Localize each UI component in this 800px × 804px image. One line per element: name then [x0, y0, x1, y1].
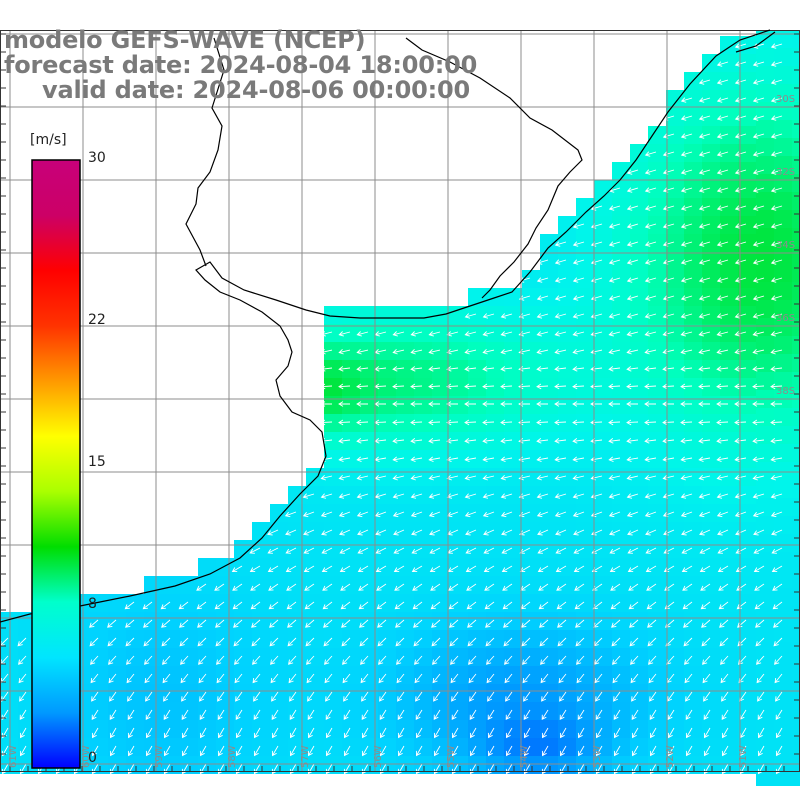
lon-label: 56W	[373, 745, 384, 768]
forecast-date: forecast date: 2024-08-04 18:00:00	[4, 51, 478, 79]
model-title: modelo GEFS-WAVE (NCEP)	[4, 26, 366, 54]
lat-label: 32S	[776, 167, 795, 178]
colorbar-tick-22: 22	[88, 312, 106, 329]
lat-label: 30S	[776, 94, 795, 105]
colorbar	[31, 159, 81, 769]
lon-label: 51W	[738, 745, 749, 768]
lon-label: 55W	[446, 745, 457, 768]
lon-label: 54W	[519, 745, 530, 768]
colorbar-tick-0: 0	[88, 750, 97, 766]
lon-label: 59W	[154, 745, 165, 768]
lon-label: 57W	[300, 745, 311, 768]
colorbar-tick-8: 8	[88, 595, 97, 612]
lon-label: 53W	[592, 745, 603, 768]
colorbar-tick-30: 30	[88, 150, 106, 166]
lat-lon-grid: 30S 32S 34S 36S 38S 61W 60W 59W 58W 57W 56W 55W 54W 5…	[0, 30, 800, 772]
lon-label: 60W	[81, 745, 92, 768]
wind-speed-field	[0, 30, 800, 786]
lon-label: 58W	[227, 745, 238, 768]
colorbar-tick-15: 15	[88, 454, 106, 470]
lat-label: 36S	[776, 313, 795, 324]
valid-date: valid date: 2024-08-06 00:00:00	[42, 76, 470, 104]
coastline	[0, 29, 776, 623]
lat-label: 38S	[776, 386, 795, 397]
lon-label: 61W	[8, 745, 19, 768]
lat-label: 34S	[776, 240, 795, 251]
lon-label: 52W	[665, 745, 676, 768]
colorbar-unit: [m/s]	[30, 132, 67, 148]
map-title-block: modelo GEFS-WAVE (NCEP) forecast date: 2…	[4, 28, 564, 103]
